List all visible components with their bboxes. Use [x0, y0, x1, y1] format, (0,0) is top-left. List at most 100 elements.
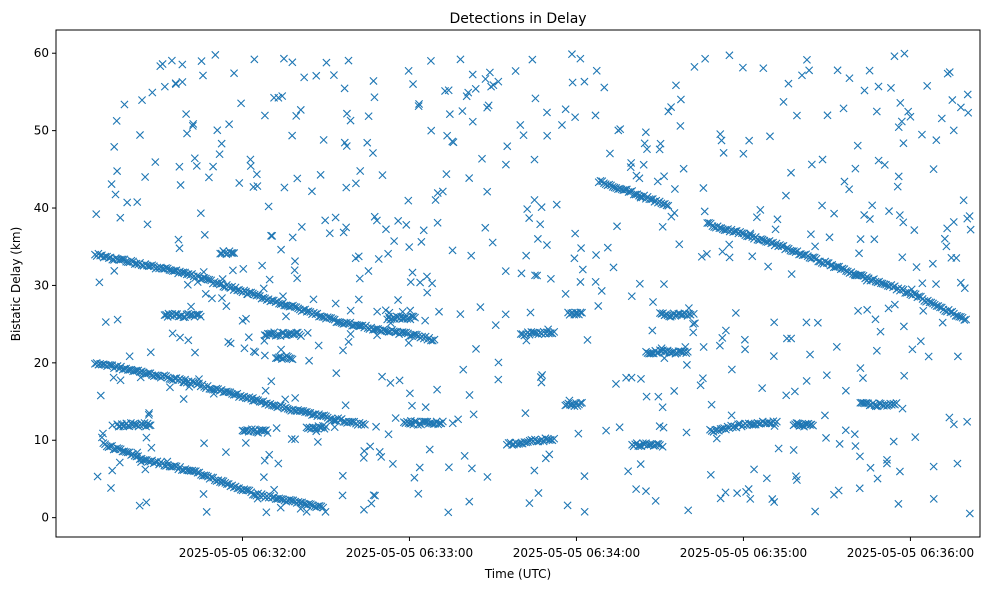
- data-point: [745, 136, 754, 145]
- data-point: [822, 259, 831, 267]
- data-point: [574, 429, 583, 438]
- data-point: [438, 417, 447, 426]
- data-point: [578, 398, 587, 407]
- data-point: [417, 237, 426, 246]
- data-point: [224, 337, 233, 346]
- data-point: [132, 452, 141, 461]
- data-point: [319, 135, 328, 144]
- data-point: [609, 263, 618, 272]
- data-point: [517, 269, 526, 278]
- data-point: [430, 335, 439, 344]
- data-point: [592, 250, 601, 259]
- data-point: [355, 274, 364, 283]
- data-point: [320, 411, 329, 420]
- data-point: [716, 130, 725, 139]
- data-point: [204, 173, 213, 182]
- data-point: [275, 299, 283, 308]
- data-point: [427, 126, 436, 135]
- data-point: [395, 376, 404, 385]
- data-point: [684, 506, 693, 515]
- data-point: [782, 244, 791, 253]
- data-point: [292, 111, 301, 120]
- data-point: [576, 399, 585, 407]
- data-point: [654, 392, 663, 401]
- data-point: [918, 279, 927, 288]
- data-point: [838, 264, 847, 273]
- data-point: [818, 155, 827, 164]
- data-point: [200, 230, 209, 239]
- data-point: [861, 399, 870, 408]
- data-point: [603, 181, 612, 190]
- data-point: [313, 502, 322, 511]
- y-tick-label: 30: [34, 278, 49, 292]
- data-point: [290, 266, 299, 275]
- data-point: [738, 63, 747, 72]
- data-point: [146, 262, 155, 271]
- data-point: [420, 417, 429, 426]
- data-point: [577, 244, 586, 253]
- data-point: [197, 57, 206, 66]
- data-point: [483, 187, 492, 196]
- data-point: [264, 202, 273, 211]
- data-point: [332, 369, 341, 378]
- data-point: [591, 111, 600, 120]
- data-point: [906, 112, 915, 121]
- data-point: [742, 487, 751, 496]
- data-point: [632, 485, 641, 494]
- data-point: [960, 315, 969, 324]
- data-point: [701, 54, 710, 63]
- data-point: [146, 348, 155, 357]
- data-point: [386, 378, 395, 387]
- data-point: [476, 303, 485, 312]
- data-point: [488, 238, 497, 247]
- data-point: [370, 93, 379, 102]
- data-point: [267, 377, 276, 386]
- data-point: [809, 421, 818, 430]
- data-point: [378, 171, 387, 180]
- data-point: [748, 420, 757, 429]
- data-point: [528, 55, 537, 64]
- data-point: [307, 187, 316, 196]
- data-point: [277, 245, 286, 254]
- data-point: [885, 207, 894, 216]
- data-point: [196, 312, 205, 321]
- data-point: [845, 185, 854, 194]
- data-point: [501, 267, 510, 276]
- data-point: [469, 410, 478, 419]
- data-point: [683, 347, 692, 356]
- data-point: [265, 275, 274, 284]
- data-point: [280, 404, 289, 413]
- data-point: [671, 81, 680, 90]
- data-point: [863, 305, 872, 314]
- data-point: [398, 328, 407, 337]
- data-point: [611, 379, 620, 388]
- data-point: [576, 277, 585, 286]
- data-point: [676, 121, 685, 130]
- data-point: [782, 334, 791, 343]
- data-point: [259, 293, 268, 302]
- data-point: [550, 327, 559, 336]
- data-point: [676, 95, 685, 104]
- data-point: [280, 183, 289, 192]
- data-point: [230, 249, 239, 258]
- data-point: [279, 54, 288, 63]
- data-point: [404, 338, 413, 347]
- data-point: [855, 484, 864, 493]
- data-point: [390, 237, 399, 246]
- data-point: [605, 149, 614, 158]
- data-point: [95, 278, 104, 287]
- data-point: [265, 450, 274, 459]
- data-point: [329, 71, 338, 80]
- data-point: [602, 426, 611, 435]
- data-point: [421, 316, 430, 325]
- data-point: [670, 185, 679, 193]
- data-point: [244, 333, 253, 342]
- data-point: [530, 155, 539, 164]
- data-point: [882, 459, 891, 468]
- data-point: [686, 310, 695, 319]
- data-point: [501, 160, 510, 169]
- data-point: [435, 307, 444, 316]
- data-point: [146, 421, 155, 430]
- data-point: [544, 436, 553, 445]
- data-point: [207, 294, 216, 303]
